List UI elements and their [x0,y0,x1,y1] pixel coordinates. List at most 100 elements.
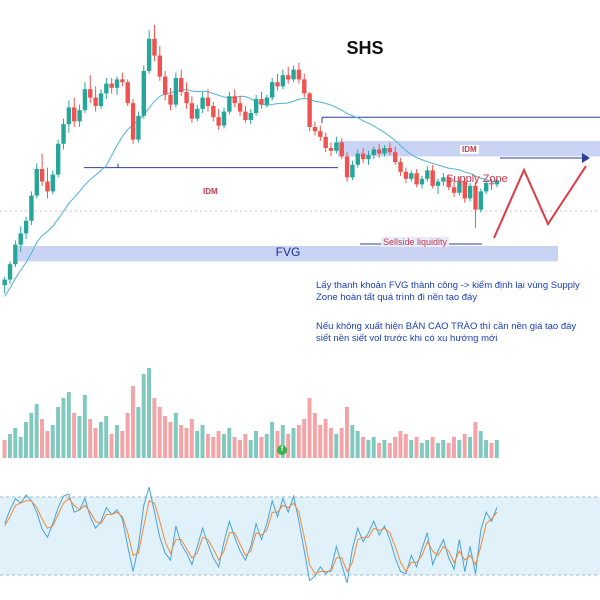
candle-body [13,244,18,265]
volume-bar [275,431,280,458]
candle-body [195,108,200,119]
volume-bar [377,443,382,458]
volume-bar [152,398,157,458]
candle-body [398,162,403,172]
candle-body [286,75,291,80]
volume-bar [232,437,237,458]
volume-bar [7,434,12,458]
candle-body [2,279,7,286]
candle-body [457,181,462,193]
candle-body [221,111,227,126]
rsi-overbought-oversold-band [0,497,600,575]
candle-body [467,185,473,199]
volume-bar [254,431,258,458]
candle-body [269,82,275,98]
candle-body [227,96,232,112]
volume-bar [50,425,55,458]
candle-body [61,124,66,144]
candle-body [243,111,248,120]
annotation-note-2: Nếu không xuất hiện BÁN CAO TRÀO thì cần… [316,321,577,344]
volume-bar [56,407,61,458]
volume-bar [264,434,269,458]
candle-body [291,69,296,80]
candle-body [307,93,312,127]
volume-bar [323,419,328,458]
volume-bar [452,437,456,458]
volume-bar [189,419,194,458]
volume-bar [61,398,66,458]
candle-body [39,169,45,182]
volume-bar [403,434,408,458]
volume-bar [468,437,472,458]
volume-bar [125,413,130,458]
candle-body [275,82,280,87]
volume-bar [270,422,275,458]
volume-bar [18,437,23,458]
candle-body [382,148,387,154]
volume-bar [435,443,440,458]
volume-bar [243,434,248,458]
candle-body [350,164,355,178]
volume-bar [109,434,114,458]
candle-body [355,153,360,165]
volume-bar [141,374,146,458]
candle-body [34,169,39,196]
candle-body [419,178,425,185]
volume-bar [345,407,349,458]
candle-body [259,99,264,105]
volume-bar [419,443,424,458]
candle-body [393,152,398,162]
volume-bar [302,419,307,458]
volume-bar [34,404,39,458]
sellside-liquidity-label: Sellside liquidity [381,237,450,247]
volume-bar [339,428,344,458]
volume-bar [179,425,184,458]
idm-left-label: IDM [201,187,220,196]
candle-body [66,107,72,125]
candle-body [82,89,88,111]
volume-bar [334,434,339,458]
candle-body [184,92,189,104]
candle-body [441,177,446,182]
volume-bar [355,431,360,458]
candle-body [104,83,109,94]
candle-body [130,103,136,140]
candle-body [205,97,211,106]
candle-body [360,153,366,160]
fvg-zone [18,246,558,262]
volume-bar [350,425,355,458]
candle-body [29,195,34,221]
volume-bar [227,428,232,458]
candle-body [45,181,50,192]
candle-body [18,233,23,245]
candle-body [50,174,56,192]
moving-average-line [4,89,498,297]
volume-bar [114,425,119,458]
volume-bar [430,437,435,458]
candle-body [55,143,61,175]
volume-bar [66,392,71,458]
volume-bar [393,437,398,458]
chart-title: SHS [346,38,384,58]
indicator-function-icon[interactable]: f [277,445,287,455]
candle-body [77,110,82,122]
volume-bar [82,395,87,458]
volume-bar [484,440,489,458]
candle-body [435,181,441,186]
candle-body [462,181,467,199]
volume-bar [473,422,478,458]
candle-body [318,131,323,137]
volume-bar [2,440,7,458]
candle-body [237,103,243,112]
candle-body [264,97,270,105]
candle-body [446,177,451,188]
volume-bar [318,425,323,458]
candle-body [376,149,382,154]
volume-bar [168,422,173,458]
volume-bar [238,440,242,458]
volume-bar [221,434,226,458]
rsi-fast-line [4,486,498,584]
candle-body [425,170,430,179]
volume-bar [147,368,151,458]
